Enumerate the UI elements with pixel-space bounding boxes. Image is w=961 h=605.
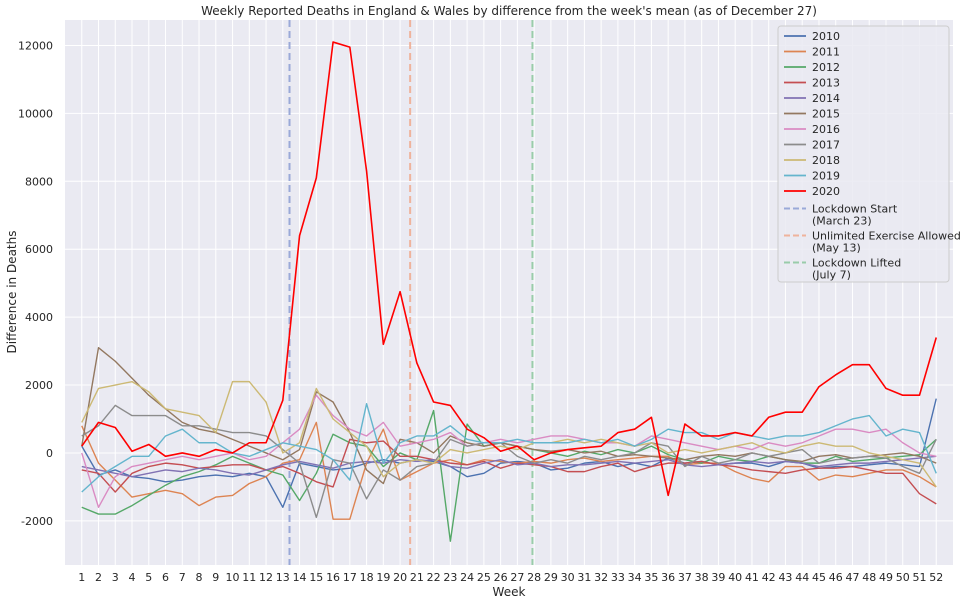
legend-label: 2014 [812, 92, 840, 105]
series-line-2014 [81, 455, 937, 478]
legend-label: 2020 [812, 185, 840, 198]
legend-label: 2010 [812, 30, 840, 43]
x-tick-label: 13 [276, 571, 290, 584]
x-axis-label: Week [493, 585, 526, 599]
y-tick-label: 8000 [25, 175, 53, 188]
x-tick-label: 45 [812, 571, 826, 584]
x-tick-label: 44 [795, 571, 809, 584]
x-tick-label: 22 [427, 571, 441, 584]
y-tick-label: -2000 [21, 515, 53, 528]
x-tick-label: 46 [829, 571, 843, 584]
x-tick-label: 21 [410, 571, 424, 584]
x-tick-label: 9 [212, 571, 219, 584]
legend-label: 2011 [812, 46, 840, 59]
x-tick-label: 49 [879, 571, 893, 584]
y-axis-label: Difference in Deaths [5, 231, 19, 354]
x-tick-label: 48 [862, 571, 876, 584]
series-line-2017 [81, 404, 937, 519]
tick-labels: 1 2 3 4 5 6 7 8 9 10 11 12 13 14 15 16 17 18 19 20 21 22 23 24 2… [18, 39, 943, 584]
y-tick-label: 10000 [18, 107, 53, 120]
x-tick-label: 25 [477, 571, 491, 584]
y-tick-label: 6000 [25, 243, 53, 256]
x-tick-label: 26 [494, 571, 508, 584]
legend-label: 2018 [812, 154, 840, 167]
x-tick-label: 6 [162, 571, 169, 584]
legend-label: 2012 [812, 61, 840, 74]
x-tick-label: 16 [326, 571, 340, 584]
x-tick-label: 12 [259, 571, 273, 584]
x-tick-label: 23 [443, 571, 457, 584]
x-tick-label: 4 [129, 571, 136, 584]
y-tick-label: 12000 [18, 39, 53, 52]
x-tick-label: 41 [745, 571, 759, 584]
x-tick-label: 40 [728, 571, 742, 584]
x-tick-label: 30 [561, 571, 575, 584]
x-tick-label: 52 [929, 571, 943, 584]
y-tick-label: 2000 [25, 379, 53, 392]
x-tick-label: 24 [460, 571, 474, 584]
x-tick-label: 42 [762, 571, 776, 584]
gridlines [65, 20, 953, 565]
x-tick-label: 18 [360, 571, 374, 584]
legend-label: 2016 [812, 123, 840, 136]
x-tick-label: 5 [145, 571, 152, 584]
legend-label: Lockdown Lifted (July 7) [812, 257, 901, 282]
legend-label: Unlimited Exercise Allowed (May 13) [812, 230, 961, 255]
x-tick-label: 15 [309, 571, 323, 584]
x-tick-label: 36 [661, 571, 675, 584]
x-tick-label: 50 [896, 571, 910, 584]
x-tick-label: 47 [845, 571, 859, 584]
x-tick-label: 35 [644, 571, 658, 584]
x-tick-label: 39 [711, 571, 725, 584]
legend-label: 2015 [812, 108, 840, 121]
series-line-2020 [81, 41, 938, 497]
x-tick-label: 32 [594, 571, 608, 584]
legend-label: 2013 [812, 77, 840, 90]
x-tick-label: 11 [242, 571, 256, 584]
x-tick-label: 37 [678, 571, 692, 584]
x-tick-label: 28 [527, 571, 541, 584]
x-tick-label: 43 [778, 571, 792, 584]
series-line-2013 [81, 438, 937, 505]
chart-title: Weekly Reported Deaths in England & Wale… [201, 4, 817, 18]
x-tick-label: 7 [179, 571, 186, 584]
x-tick-label: 10 [226, 571, 240, 584]
y-tick-label: 0 [46, 447, 53, 460]
x-tick-label: 51 [912, 571, 926, 584]
x-tick-label: 34 [628, 571, 642, 584]
x-tick-label: 2 [95, 571, 102, 584]
x-tick-label: 31 [577, 571, 591, 584]
x-tick-label: 17 [343, 571, 357, 584]
series-line-2015 [81, 346, 937, 485]
x-tick-label: 8 [196, 571, 203, 584]
x-tick-label: 29 [544, 571, 558, 584]
series-lines [81, 41, 938, 542]
legend: 2010 2011 2012 2013 2014 2015 2016 2017 2018 2019… [777, 25, 961, 283]
x-tick-label: 1 [78, 571, 85, 584]
x-tick-label: 20 [393, 571, 407, 584]
series-line-2018 [81, 380, 937, 488]
x-tick-label: 14 [293, 571, 307, 584]
legend-label: 2017 [812, 139, 840, 152]
legend-label: Lockdown Start (March 23) [812, 203, 898, 228]
series-line-2019 [81, 403, 937, 493]
x-tick-label: 19 [376, 571, 390, 584]
x-tick-label: 3 [112, 571, 119, 584]
x-tick-label: 27 [510, 571, 524, 584]
x-tick-label: 38 [695, 571, 709, 584]
legend-label: 2019 [812, 170, 840, 183]
annotation-lines [288, 20, 534, 565]
y-tick-label: 4000 [25, 311, 53, 324]
x-tick-label: 33 [611, 571, 625, 584]
legend-box [777, 25, 950, 283]
